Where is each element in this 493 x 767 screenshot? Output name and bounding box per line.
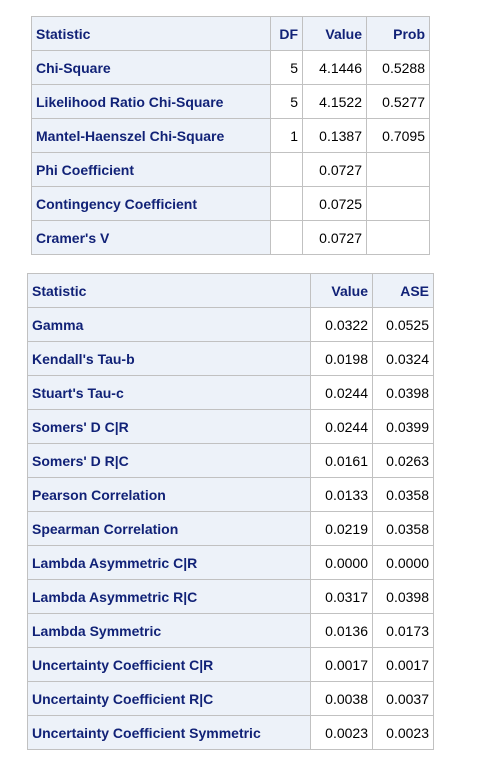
ase-cell: 0.0017 — [372, 647, 434, 682]
value-cell: 0.0244 — [310, 375, 373, 410]
prob-cell — [366, 152, 430, 187]
row-label: Chi-Square — [31, 50, 271, 85]
table-row: Lambda Symmetric 0.0136 0.0173 — [27, 613, 434, 648]
ase-cell: 0.0358 — [372, 511, 434, 546]
row-label: Lambda Asymmetric R|C — [27, 579, 311, 614]
ase-cell: 0.0398 — [372, 579, 434, 614]
ase-cell: 0.0037 — [372, 681, 434, 716]
table-row: Gamma 0.0322 0.0525 — [27, 307, 434, 342]
value-cell: 0.0322 — [310, 307, 373, 342]
row-label: Mantel-Haenszel Chi-Square — [31, 118, 271, 153]
chi-square-statistics-table: Statistic DF Value Prob Chi-Square 5 4.1… — [31, 16, 430, 255]
df-cell: 5 — [270, 84, 303, 119]
ase-cell: 0.0324 — [372, 341, 434, 376]
table-header-row: Statistic Value ASE — [27, 273, 434, 308]
table-row: Lambda Asymmetric R|C 0.0317 0.0398 — [27, 579, 434, 614]
table-row: Phi Coefficient 0.0727 — [31, 152, 430, 187]
association-measures-table: Statistic Value ASE Gamma 0.0322 0.0525 … — [27, 273, 434, 750]
ase-cell: 0.0358 — [372, 477, 434, 512]
ase-cell: 0.0399 — [372, 409, 434, 444]
table-row: Mantel-Haenszel Chi-Square 1 0.1387 0.70… — [31, 118, 430, 153]
prob-cell: 0.5288 — [366, 50, 430, 85]
row-label: Uncertainty Coefficient C|R — [27, 647, 311, 682]
column-header-statistic: Statistic — [27, 273, 311, 308]
prob-cell: 0.5277 — [366, 84, 430, 119]
row-label: Likelihood Ratio Chi-Square — [31, 84, 271, 119]
table-row: Pearson Correlation 0.0133 0.0358 — [27, 477, 434, 512]
df-cell: 5 — [270, 50, 303, 85]
ase-cell: 0.0000 — [372, 545, 434, 580]
association-measures-table-wrapper: Statistic Value ASE Gamma 0.0322 0.0525 … — [27, 273, 434, 750]
table-row: Somers' D C|R 0.0244 0.0399 — [27, 409, 434, 444]
table-header-row: Statistic DF Value Prob — [31, 16, 430, 51]
df-cell — [270, 152, 303, 187]
ase-cell: 0.0525 — [372, 307, 434, 342]
prob-cell — [366, 220, 430, 255]
row-label: Pearson Correlation — [27, 477, 311, 512]
table-row: Stuart's Tau-c 0.0244 0.0398 — [27, 375, 434, 410]
row-label: Lambda Asymmetric C|R — [27, 545, 311, 580]
row-label: Phi Coefficient — [31, 152, 271, 187]
value-cell: 0.0161 — [310, 443, 373, 478]
ase-cell: 0.0173 — [372, 613, 434, 648]
table-row: Chi-Square 5 4.1446 0.5288 — [31, 50, 430, 85]
df-cell — [270, 220, 303, 255]
row-label: Stuart's Tau-c — [27, 375, 311, 410]
table-row: Likelihood Ratio Chi-Square 5 4.1522 0.5… — [31, 84, 430, 119]
value-cell: 0.0317 — [310, 579, 373, 614]
ase-cell: 0.0023 — [372, 715, 434, 750]
row-label: Kendall's Tau-b — [27, 341, 311, 376]
value-cell: 0.0136 — [310, 613, 373, 648]
column-header-statistic: Statistic — [31, 16, 271, 51]
prob-cell: 0.7095 — [366, 118, 430, 153]
chi-square-statistics-table-wrapper: Statistic DF Value Prob Chi-Square 5 4.1… — [31, 16, 430, 255]
value-cell: 0.0017 — [310, 647, 373, 682]
row-label: Lambda Symmetric — [27, 613, 311, 648]
row-label: Contingency Coefficient — [31, 186, 271, 221]
table-row: Cramer's V 0.0727 — [31, 220, 430, 255]
column-header-value: Value — [302, 16, 367, 51]
column-header-df: DF — [270, 16, 303, 51]
table-row: Kendall's Tau-b 0.0198 0.0324 — [27, 341, 434, 376]
row-label: Uncertainty Coefficient R|C — [27, 681, 311, 716]
value-cell: 0.0725 — [302, 186, 367, 221]
table-row: Uncertainty Coefficient R|C 0.0038 0.003… — [27, 681, 434, 716]
value-cell: 0.0727 — [302, 152, 367, 187]
value-cell: 0.0244 — [310, 409, 373, 444]
table-row: Spearman Correlation 0.0219 0.0358 — [27, 511, 434, 546]
table-row: Lambda Asymmetric C|R 0.0000 0.0000 — [27, 545, 434, 580]
table-row: Somers' D R|C 0.0161 0.0263 — [27, 443, 434, 478]
column-header-ase: ASE — [372, 273, 434, 308]
row-label: Spearman Correlation — [27, 511, 311, 546]
prob-cell — [366, 186, 430, 221]
ase-cell: 0.0263 — [372, 443, 434, 478]
row-label: Somers' D R|C — [27, 443, 311, 478]
value-cell: 0.0023 — [310, 715, 373, 750]
df-cell: 1 — [270, 118, 303, 153]
value-cell: 0.0727 — [302, 220, 367, 255]
column-header-value: Value — [310, 273, 373, 308]
row-label: Somers' D C|R — [27, 409, 311, 444]
value-cell: 0.0038 — [310, 681, 373, 716]
value-cell: 0.0219 — [310, 511, 373, 546]
value-cell: 0.0133 — [310, 477, 373, 512]
table-row: Uncertainty Coefficient Symmetric 0.0023… — [27, 715, 434, 750]
ase-cell: 0.0398 — [372, 375, 434, 410]
value-cell: 0.1387 — [302, 118, 367, 153]
table-row: Contingency Coefficient 0.0725 — [31, 186, 430, 221]
value-cell: 0.0198 — [310, 341, 373, 376]
row-label: Cramer's V — [31, 220, 271, 255]
table-row: Uncertainty Coefficient C|R 0.0017 0.001… — [27, 647, 434, 682]
row-label: Gamma — [27, 307, 311, 342]
column-header-prob: Prob — [366, 16, 430, 51]
df-cell — [270, 186, 303, 221]
value-cell: 4.1522 — [302, 84, 367, 119]
value-cell: 4.1446 — [302, 50, 367, 85]
row-label: Uncertainty Coefficient Symmetric — [27, 715, 311, 750]
value-cell: 0.0000 — [310, 545, 373, 580]
